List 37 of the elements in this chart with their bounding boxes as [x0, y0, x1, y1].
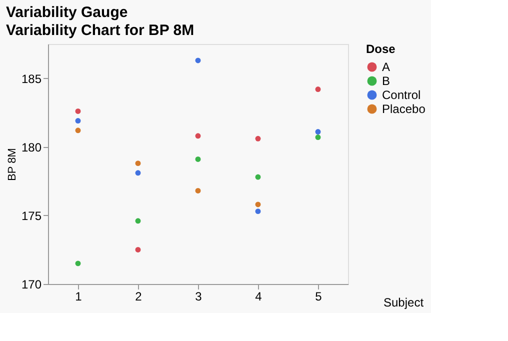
point: [315, 129, 321, 135]
point: [195, 188, 201, 194]
chart-subtitle: Variability Chart for BP 8M: [6, 22, 194, 39]
point: [315, 134, 321, 140]
point: [255, 136, 261, 142]
x-tick-label: 5: [315, 290, 322, 304]
point: [75, 260, 81, 266]
point: [255, 202, 261, 208]
chart-title: Variability Gauge: [6, 4, 128, 21]
point: [75, 128, 81, 134]
x-tick-label: 3: [195, 290, 202, 304]
legend-label: Control: [382, 88, 421, 102]
point: [135, 218, 141, 224]
y-tick-label: 175: [21, 208, 42, 223]
x-tick-label: 4: [255, 290, 262, 304]
y-axis-title: BP 8M: [6, 148, 18, 181]
point: [315, 86, 321, 92]
point: [195, 133, 201, 139]
y-tick-label: 185: [21, 72, 42, 86]
legend-label: Placebo: [382, 102, 426, 116]
point: [195, 156, 201, 162]
point: [135, 170, 141, 176]
y-tick-label: 170: [21, 278, 42, 292]
point: [75, 118, 81, 124]
legend-label: B: [382, 74, 390, 88]
point: [255, 208, 261, 214]
point: [75, 108, 81, 114]
legend-title: Dose: [366, 42, 396, 56]
y-tick-label: 180: [21, 140, 42, 154]
x-tick-label: 1: [75, 290, 82, 304]
legend-label: A: [382, 60, 390, 74]
x-tick-label: 2: [135, 290, 142, 304]
point: [255, 174, 261, 180]
point: [135, 160, 141, 166]
x-axis-title: Subject: [384, 296, 424, 310]
point: [135, 246, 141, 252]
point: [195, 58, 201, 64]
